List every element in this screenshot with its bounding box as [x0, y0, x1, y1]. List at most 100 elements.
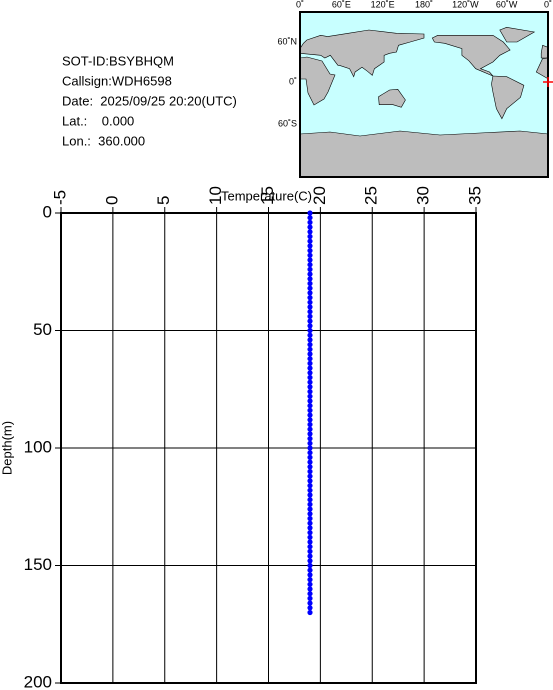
map-lon-label: 0˚: [296, 0, 304, 9]
point: [307, 215, 313, 221]
x-tick-label: 20: [310, 186, 329, 205]
date: Date: 2025/09/25 20:20(UTC): [62, 93, 237, 108]
point: [307, 370, 313, 376]
point: [307, 290, 313, 296]
point: [307, 581, 313, 587]
lon: Lon.: 360.000: [62, 133, 145, 148]
x-tick-label: 5: [154, 196, 173, 205]
map-lon-label: 120˚E: [371, 0, 395, 9]
point: [307, 407, 313, 413]
point: [307, 351, 313, 357]
point: [307, 487, 313, 493]
point: [307, 313, 313, 319]
point: [307, 243, 313, 249]
point: [307, 492, 313, 498]
land: [299, 26, 549, 178]
point: [307, 276, 313, 282]
point: [307, 468, 313, 475]
point: [307, 600, 313, 606]
lat: Lat.: 0.000: [62, 113, 134, 128]
point: [307, 426, 313, 432]
y-tick-label: 200: [24, 672, 52, 690]
point: [307, 219, 313, 225]
plot-frame: [60, 212, 477, 684]
point: [307, 403, 313, 409]
point: [307, 520, 313, 526]
callsign: Callsign:WDH6598: [62, 73, 172, 88]
point: [307, 473, 313, 479]
point: [307, 501, 313, 507]
point: [307, 389, 313, 395]
y-tick-label: 100: [24, 437, 52, 456]
point: [307, 262, 313, 268]
y-tick-label: 50: [33, 320, 52, 339]
point: [307, 271, 313, 277]
map-labels: 0˚ 60˚E 120˚E 180˚ 120˚W 60˚W 0˚ 60˚N 0˚ 60˚S: [277, 0, 552, 128]
map-lon-label: 0˚: [544, 0, 552, 9]
point: [307, 544, 313, 550]
point: [307, 266, 313, 272]
point: [307, 591, 313, 597]
point: [307, 417, 313, 423]
x-tick-label: 10: [206, 186, 225, 205]
point: [307, 421, 313, 428]
point: [307, 548, 313, 555]
point: [307, 595, 313, 602]
point: [307, 478, 313, 484]
point: [307, 609, 313, 616]
y-axis-title: Depth(m): [0, 421, 14, 475]
point: [307, 567, 313, 573]
point: [307, 398, 313, 404]
point: [307, 525, 313, 531]
point: [307, 572, 313, 578]
point: [307, 346, 313, 352]
point: [307, 342, 313, 348]
point: [307, 257, 313, 263]
point: [307, 506, 313, 512]
y-tick-label: 0: [43, 202, 52, 221]
point: [307, 233, 313, 240]
point: [307, 309, 313, 315]
point: [307, 356, 313, 362]
point: [307, 374, 313, 381]
point: [307, 553, 313, 559]
y-tick-label: 150: [24, 555, 52, 574]
x-axis-title: Temperature(C): [221, 188, 312, 203]
point: [307, 285, 313, 291]
map-lat-label: 60˚N: [277, 36, 297, 46]
point: [307, 295, 313, 301]
point: [307, 360, 313, 366]
map-lat-label: 60˚S: [278, 118, 297, 128]
point: [307, 450, 313, 456]
info: SOT-ID:BSYBHQM Callsign:WDH6598 Date: 20…: [62, 53, 237, 148]
point: [307, 384, 313, 390]
map: 0˚ 60˚E 120˚E 180˚ 120˚W 60˚W 0˚ 60˚N 0˚ 60˚S: [277, 0, 553, 178]
map-lon-label: 60˚W: [496, 0, 518, 9]
map-lon-label: 180˚: [415, 0, 433, 9]
point: [307, 440, 313, 446]
point: [307, 238, 313, 244]
point: [307, 605, 313, 611]
point: [307, 586, 313, 592]
x-tick-label: 30: [414, 186, 433, 205]
point: [307, 459, 313, 465]
point: [307, 539, 313, 545]
point: [307, 299, 313, 305]
map-lat-label: 0˚: [289, 76, 297, 86]
point: [307, 483, 313, 489]
point: [307, 365, 313, 371]
point: [307, 412, 313, 418]
point: [307, 454, 313, 460]
plot: -5 0 5 10 15 20 25 30 35050100150200Temperature(…: [0, 186, 484, 690]
point: [307, 327, 313, 334]
point: [307, 558, 313, 564]
map-lon-label: 60˚E: [332, 0, 351, 9]
point: [307, 210, 313, 216]
point: [307, 379, 313, 385]
x-tick-label: -5: [50, 190, 69, 205]
point: [307, 445, 313, 451]
point: [307, 332, 313, 338]
point: [307, 224, 313, 230]
x-tick-label: 0: [102, 196, 121, 205]
